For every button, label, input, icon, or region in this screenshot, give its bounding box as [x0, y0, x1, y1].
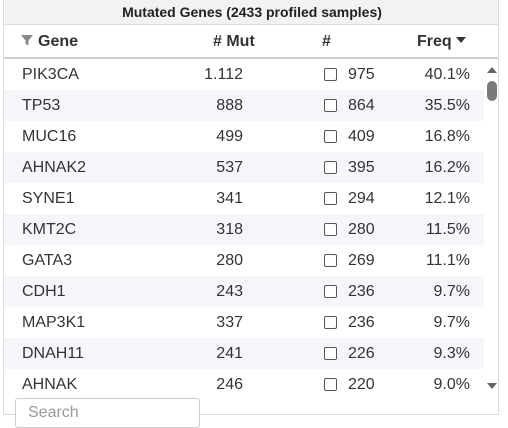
- sort-desc-icon[interactable]: [452, 33, 466, 50]
- scroll-up-icon[interactable]: [486, 63, 498, 75]
- freq-cell: 9.0%: [433, 376, 470, 393]
- column-header-mut[interactable]: # Mut: [213, 25, 255, 57]
- table-row[interactable]: AHNAK2 537 395 16.2%: [4, 152, 484, 183]
- table-row[interactable]: CDH1 243 236 9.7%: [4, 276, 484, 307]
- select-checkbox[interactable]: [324, 285, 337, 298]
- filter-icon[interactable]: [20, 33, 38, 50]
- freq-cell: 11.1%: [425, 252, 470, 269]
- gene-cell: DNAH11: [22, 345, 84, 362]
- table-row[interactable]: AHNAK 246 220 9.0%: [4, 369, 484, 399]
- freq-cell: 16.2%: [424, 159, 470, 176]
- mut-count-cell: 537: [216, 159, 243, 176]
- mut-count-cell: 280: [216, 252, 243, 269]
- sample-count-cell: 395: [348, 159, 375, 176]
- freq-cell: 11.5%: [425, 221, 470, 238]
- table-row[interactable]: DNAH11 241 226 9.3%: [4, 338, 484, 369]
- sample-count-cell: 236: [348, 283, 375, 300]
- scroll-thumb[interactable]: [487, 81, 497, 101]
- select-checkbox[interactable]: [324, 68, 337, 81]
- freq-cell: 9.3%: [433, 345, 470, 362]
- gene-cell: MAP3K1: [22, 314, 86, 331]
- gene-cell: PIK3CA: [22, 66, 79, 83]
- mutated-genes-panel: Mutated Genes (2433 profiled samples) Ge…: [3, 0, 499, 415]
- mut-count-cell: 341: [216, 190, 243, 207]
- column-header-gene[interactable]: Gene: [20, 25, 78, 57]
- select-checkbox[interactable]: [324, 254, 337, 267]
- freq-cell: 40.1%: [424, 66, 470, 83]
- column-header-count[interactable]: #: [322, 25, 331, 57]
- gene-cell: CDH1: [22, 283, 66, 300]
- select-checkbox[interactable]: [324, 347, 337, 360]
- gene-cell: SYNE1: [22, 190, 75, 207]
- search-input[interactable]: [15, 398, 200, 428]
- panel-title: Mutated Genes (2433 profiled samples): [4, 0, 498, 25]
- mut-count-cell: 337: [216, 314, 243, 331]
- freq-cell: 35.5%: [424, 97, 470, 114]
- select-checkbox[interactable]: [324, 316, 337, 329]
- gene-cell: MUC16: [22, 128, 77, 145]
- sample-count-cell: 975: [348, 66, 375, 83]
- table-row[interactable]: PIK3CA 1.112 975 40.1%: [4, 59, 484, 90]
- column-header-freq[interactable]: Freq: [417, 25, 466, 57]
- freq-cell: 9.7%: [433, 314, 470, 331]
- gene-cell: AHNAK2: [22, 159, 87, 176]
- mut-count-cell: 1.112: [204, 66, 243, 83]
- gene-cell: GATA3: [22, 252, 73, 269]
- table-row[interactable]: KMT2C 318 280 11.5%: [4, 214, 484, 245]
- table-body: PIK3CA 1.112 975 40.1% TP53 888 864 35.5% MUC16 4…: [4, 59, 484, 399]
- sample-count-cell: 269: [348, 252, 375, 269]
- sample-count-cell: 409: [348, 128, 375, 145]
- freq-cell: 16.8%: [424, 128, 470, 145]
- gene-cell: TP53: [22, 97, 61, 114]
- mut-count-cell: 246: [216, 376, 243, 393]
- mut-count-cell: 499: [216, 128, 243, 145]
- mut-count-cell: 318: [216, 221, 243, 238]
- table-header: Gene # Mut # Freq: [4, 25, 498, 59]
- mut-count-cell: 241: [216, 345, 243, 362]
- sample-count-cell: 236: [348, 314, 375, 331]
- sample-count-cell: 294: [348, 190, 375, 207]
- column-label-mut: # Mut: [213, 33, 255, 50]
- freq-cell: 9.7%: [433, 283, 470, 300]
- table-row[interactable]: SYNE1 341 294 12.1%: [4, 183, 484, 214]
- gene-cell: AHNAK: [22, 376, 78, 393]
- table-scrollbar[interactable]: [484, 59, 498, 399]
- table-row[interactable]: GATA3 280 269 11.1%: [4, 245, 484, 276]
- table-row[interactable]: MAP3K1 337 236 9.7%: [4, 307, 484, 338]
- select-checkbox[interactable]: [324, 223, 337, 236]
- select-checkbox[interactable]: [324, 130, 337, 143]
- select-checkbox[interactable]: [324, 378, 337, 391]
- table-row[interactable]: TP53 888 864 35.5%: [4, 90, 484, 121]
- column-label-gene: Gene: [38, 33, 79, 50]
- sample-count-cell: 220: [348, 376, 375, 393]
- column-label-count: #: [322, 33, 331, 50]
- column-label-freq: Freq: [417, 33, 452, 50]
- select-checkbox[interactable]: [324, 99, 337, 112]
- mut-count-cell: 243: [216, 283, 243, 300]
- sample-count-cell: 226: [348, 345, 375, 362]
- freq-cell: 12.1%: [424, 190, 470, 207]
- mut-count-cell: 888: [216, 97, 243, 114]
- table-row[interactable]: MUC16 499 409 16.8%: [4, 121, 484, 152]
- select-checkbox[interactable]: [324, 192, 337, 205]
- select-checkbox[interactable]: [324, 161, 337, 174]
- sample-count-cell: 280: [348, 221, 375, 238]
- gene-cell: KMT2C: [22, 221, 77, 238]
- sample-count-cell: 864: [348, 97, 375, 114]
- scroll-down-icon[interactable]: [486, 379, 498, 391]
